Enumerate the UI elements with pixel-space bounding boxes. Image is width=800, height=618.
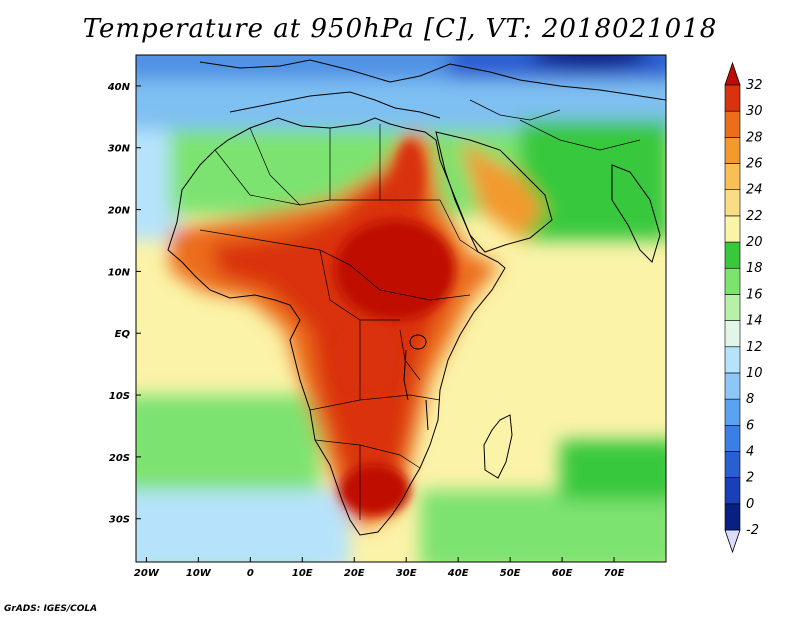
colorbar-segment (724, 294, 741, 321)
colorbar-level-label: 2 (746, 471, 754, 486)
colorbar-segment (724, 477, 741, 505)
lake-tanganyika (403, 349, 409, 401)
arabia-coastline (435, 131, 553, 253)
red-sea-hot-core (396, 140, 424, 210)
border-line (519, 119, 641, 151)
grads-credit: GrADS: IGES/COLA (4, 604, 98, 614)
colorbar-over-arrow (724, 61, 741, 86)
colorbar-level-label: 14 (746, 314, 763, 329)
lon-tick-label: 60E (552, 568, 573, 579)
colorbar-segment (724, 320, 741, 348)
congo-hot-core (335, 320, 395, 390)
colorbar-under-arrow (724, 529, 741, 554)
lat-tick-label: 10S (109, 391, 130, 402)
colorbar-level-label: 30 (746, 104, 763, 119)
lon-tick-label: 20W (134, 568, 160, 579)
colorbar-level-label: 22 (746, 209, 763, 224)
lat-tick-label: 30S (109, 515, 130, 526)
lake-malawi (425, 399, 429, 431)
colorbar-segment (724, 163, 741, 191)
coastlines (167, 59, 666, 536)
lat-tick-label: 20S (109, 453, 130, 464)
lat-tick-label: EQ (115, 329, 131, 340)
colorbar-level-label: 28 (746, 130, 763, 145)
lake-victoria (409, 334, 427, 350)
lon-tick-label: 10W (186, 568, 212, 579)
colorbar-segment (724, 189, 741, 217)
colorbar-segment (724, 84, 741, 112)
lat-tick-label: 10N (108, 267, 131, 278)
lat-tick-label: 40N (107, 82, 131, 93)
colorbar-segment (724, 215, 741, 243)
colorbar-level-label: 8 (746, 392, 754, 407)
latitude-axis: 40N 30N 20N 10N EQ 10S 20S 30S (107, 82, 141, 526)
lon-tick-label: 50E (500, 568, 521, 579)
colorbar-level-label: 0 (746, 497, 754, 512)
arabia-warm-zone (460, 140, 545, 240)
south-indian-mild (420, 490, 666, 562)
border-line (469, 99, 561, 121)
temperature-hot-cores (335, 140, 455, 515)
colorbar-segment (724, 424, 741, 452)
border-line (249, 127, 301, 206)
lakes (403, 334, 429, 431)
border-line (199, 229, 351, 266)
lon-tick-label: 40E (447, 568, 469, 579)
colorbar-level-label: 16 (746, 287, 763, 302)
colorbar-segment (724, 267, 741, 295)
lon-tick-label: 30E (396, 568, 417, 579)
colorbar-segment (724, 137, 741, 164)
border-line (214, 149, 331, 206)
india-coastline (611, 164, 661, 263)
colorbar-level-label: 18 (746, 261, 763, 276)
colorbar-level-label: -2 (746, 523, 759, 538)
colorbar-segment (724, 241, 741, 269)
border-line (349, 264, 471, 301)
border-line (379, 124, 440, 201)
lon-tick-label: 10E (292, 568, 313, 579)
plot-frame (135, 54, 667, 563)
colorbar-level-label: 20 (746, 235, 763, 250)
south-indian-mild-east (560, 440, 666, 500)
colorbar-level-label: 12 (746, 340, 763, 355)
south-atlantic-cool (136, 490, 350, 562)
temperature-field (136, 55, 666, 562)
madagascar-coastline (483, 414, 513, 479)
colorbar-segment (724, 398, 741, 426)
longitude-axis: 20W 10W 0 10E 20E 30E 40E 50E 60E 70E (134, 557, 625, 579)
lon-tick-label: 20E (344, 568, 365, 579)
border-line (309, 394, 441, 411)
central-asia-cold-core (530, 55, 650, 69)
border-line (329, 128, 380, 201)
colorbar-segment (724, 372, 741, 400)
colorbar-segment (724, 110, 741, 138)
mediterranean-coast (229, 91, 441, 119)
europe-coastline (199, 59, 666, 101)
map-title: Temperature at 950hPa [C], VT: 201802101… (82, 14, 718, 44)
colorbar-level-label: 32 (746, 78, 763, 93)
country-borders (199, 99, 641, 520)
colorbar-level-label: 6 (746, 418, 754, 433)
lon-tick-label: 70E (604, 568, 625, 579)
colorbar-level-label: 24 (746, 183, 763, 198)
border-line (314, 439, 421, 469)
sahel-hot-core (335, 220, 455, 320)
border-line (319, 249, 400, 321)
colorbar-segment (724, 503, 741, 531)
lon-tick-label: 0 (247, 568, 254, 579)
colorbar-segment (724, 451, 741, 478)
lat-tick-label: 20N (108, 206, 131, 217)
border-line (439, 199, 479, 253)
africa-coastline (167, 117, 506, 536)
south-africa-hot-core (340, 465, 410, 515)
colorbar-level-label: 26 (746, 157, 763, 172)
colorbar-level-label: 4 (746, 444, 754, 459)
arabian-sea-mild-band (520, 120, 666, 240)
colorbar-segment (724, 346, 741, 374)
lat-tick-label: 30N (108, 144, 131, 155)
colorbar-level-label: 10 (746, 366, 763, 381)
